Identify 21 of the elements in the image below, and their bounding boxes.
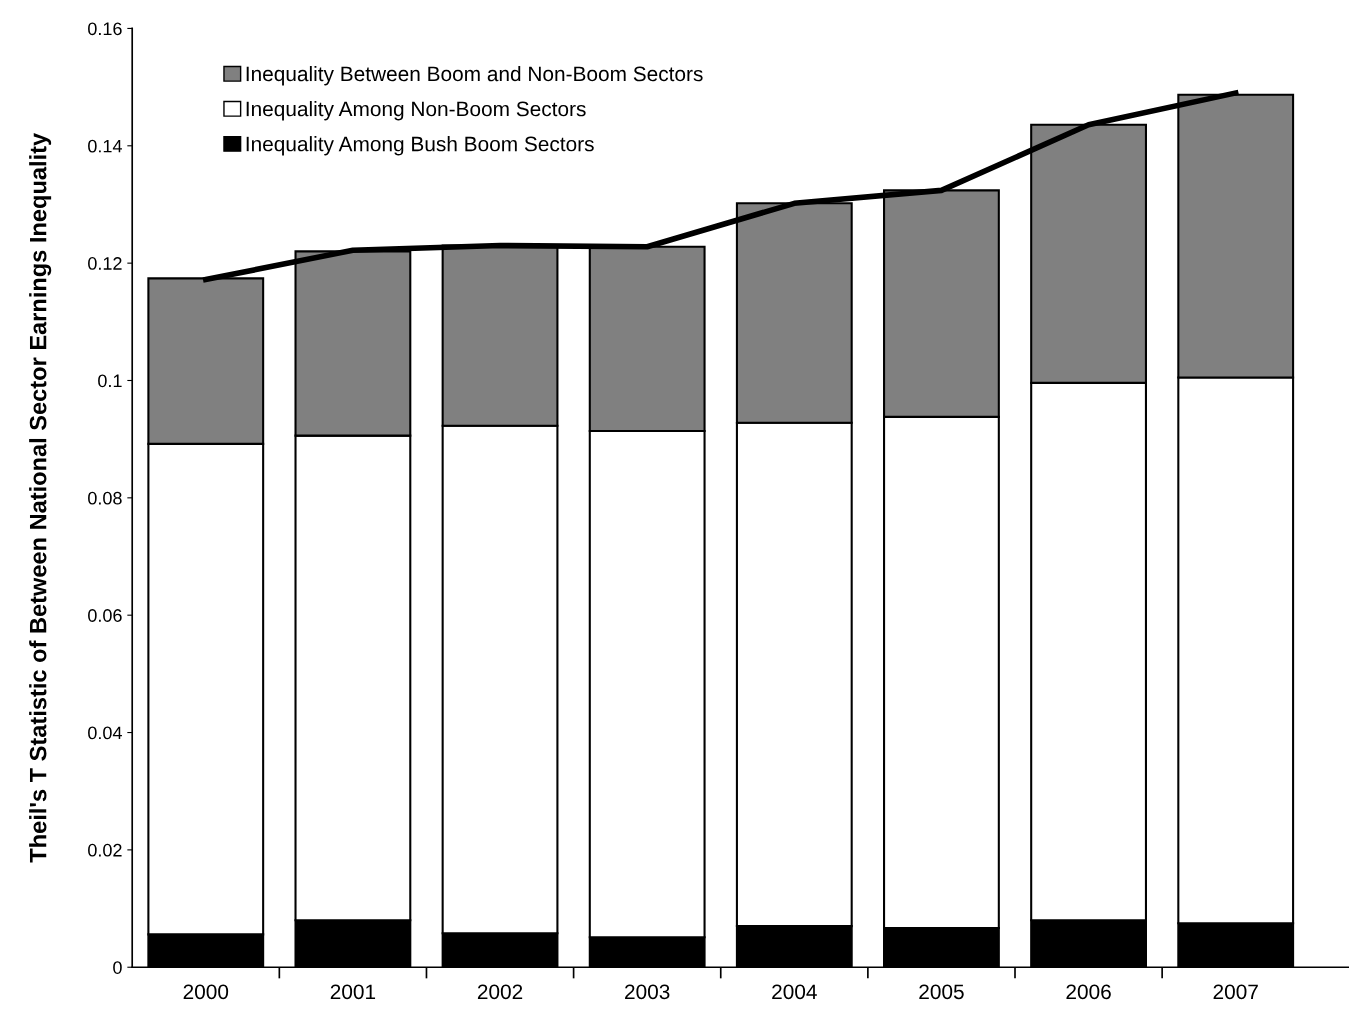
x-tick-label: 2000 <box>183 984 229 1000</box>
y-tick-label: 0 <box>113 961 122 974</box>
x-tick-label: 2002 <box>477 984 523 1000</box>
y-tick-label: 0.16 <box>88 22 122 36</box>
y-tick-label: 0.08 <box>88 491 122 505</box>
x-tick-label: 2007 <box>1213 984 1258 1000</box>
y-tick-label: 0.02 <box>88 843 122 857</box>
x-tick-label: 2004 <box>772 984 817 1000</box>
x-tick-label: 2003 <box>625 984 670 1000</box>
legend-label: Inequality Between Boom and Non-Boom Sectors <box>246 65 703 86</box>
x-tick-label: 2001 <box>330 984 376 1000</box>
y-axis-title: Theil's T Statistic of Between National Sector Earnings Inequality <box>29 133 52 863</box>
legend-label: Inequality Among Bush Boom Sectors <box>246 136 594 156</box>
y-tick-label: 0.04 <box>88 726 122 740</box>
y-tick-label: 0.06 <box>88 609 122 622</box>
x-tick-label: 2006 <box>1066 984 1111 1000</box>
y-tick-label: 0.1 <box>98 374 122 388</box>
legend-label: Inequality Among Non-Boom Sectors <box>246 101 586 121</box>
y-tick-label: 0.12 <box>88 257 122 270</box>
y-tick-label: 0.14 <box>88 139 122 153</box>
x-tick-label: 2005 <box>919 984 964 1000</box>
